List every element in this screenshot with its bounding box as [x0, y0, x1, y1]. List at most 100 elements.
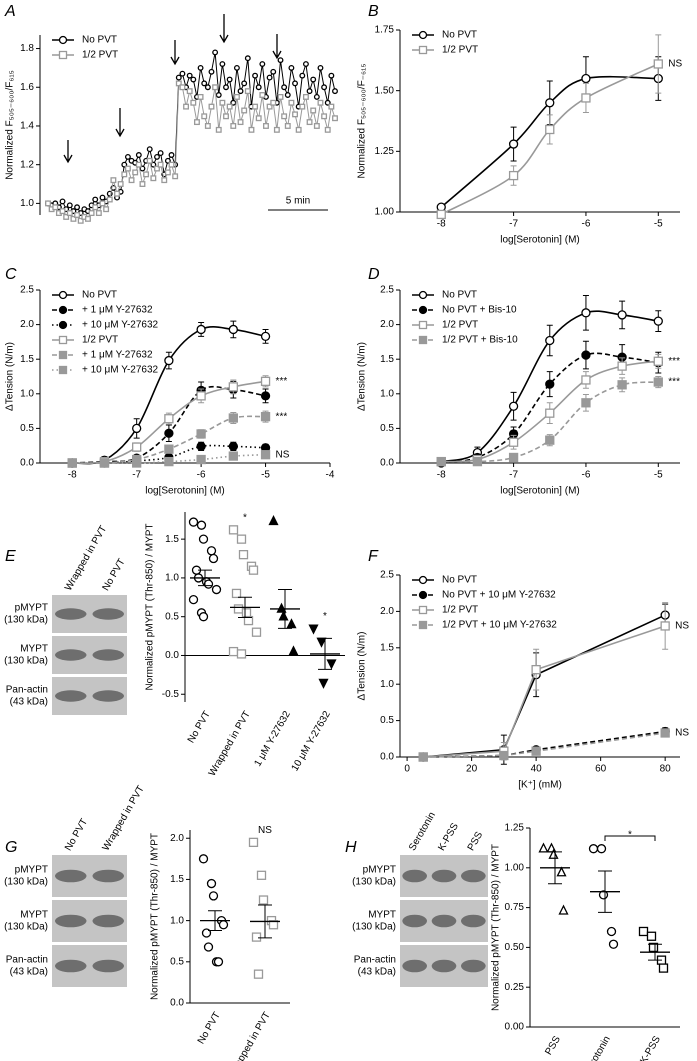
data-point	[288, 64, 295, 71]
data-point	[231, 588, 242, 599]
legend-label: 1/2 PVT	[442, 605, 478, 616]
y-tick-label: 1.25	[375, 146, 395, 157]
data-point	[281, 113, 288, 120]
data-point	[259, 61, 266, 67]
data-point	[288, 99, 295, 106]
annotation: *	[323, 611, 327, 622]
data-point	[164, 355, 174, 366]
data-point	[99, 458, 110, 468]
annotation: ***	[668, 356, 680, 367]
data-point	[226, 76, 233, 83]
x-tick-label: -6	[581, 219, 590, 230]
data-point	[197, 93, 204, 100]
data-point	[653, 59, 663, 69]
data-point	[99, 200, 106, 207]
legend-marker	[418, 45, 428, 55]
data-point	[244, 55, 251, 62]
y-tick-label: 1.0	[20, 388, 34, 399]
x-tick-label: 0	[404, 764, 410, 775]
data-point	[218, 920, 229, 930]
data-point	[143, 171, 150, 178]
data-point	[302, 61, 309, 67]
y-axis-label: Normalized pMYPT (Thr-850) / MYPT	[150, 833, 161, 1000]
data-point	[436, 209, 446, 220]
data-point	[263, 123, 269, 129]
x-tick-label: -6	[197, 470, 206, 481]
band-size: (43 kDa)	[358, 967, 396, 978]
x-tick-label: 60	[595, 764, 607, 775]
data-point	[164, 428, 174, 438]
series-line	[423, 614, 666, 758]
data-point	[324, 126, 331, 133]
data-point	[284, 92, 291, 98]
x-tick-label: -5	[261, 470, 270, 481]
blot-band	[92, 959, 124, 973]
data-point	[251, 627, 262, 637]
x-tick-label: -6	[581, 470, 590, 481]
annotation: NS	[258, 825, 272, 836]
data-point	[206, 546, 217, 556]
legend-label: 1/2 PVT	[442, 320, 478, 331]
sem-bar	[208, 910, 222, 932]
data-point	[545, 124, 555, 135]
stimulus-arrow	[170, 40, 180, 66]
data-point	[646, 931, 657, 941]
bracket	[604, 835, 656, 841]
data-point	[228, 324, 238, 335]
data-point	[260, 450, 271, 460]
legend-label: 1/2 PVT	[82, 335, 118, 346]
data-point	[77, 217, 84, 224]
legend-label: + 10 μM Y-27632	[82, 320, 159, 331]
data-point	[85, 215, 91, 222]
sem-bar	[238, 596, 252, 618]
data-point	[545, 435, 555, 445]
legend-label: 1/2 PVT	[442, 45, 478, 56]
y-tick-label: 1.25	[505, 823, 525, 834]
y-tick-label: 2.0	[170, 833, 184, 844]
y-tick-label: 1.5	[165, 534, 179, 545]
data-point	[292, 80, 298, 87]
data-point	[596, 844, 607, 854]
y-tick-label: 0.5	[20, 423, 34, 434]
band-protein: Pan-actin	[6, 685, 48, 696]
data-point	[252, 103, 259, 110]
data-point	[292, 111, 298, 118]
x-tick-label: -7	[509, 219, 518, 230]
data-point	[45, 200, 51, 207]
data-point	[313, 93, 320, 100]
blot-band	[402, 869, 427, 883]
data-point	[196, 391, 206, 401]
data-point	[188, 517, 199, 527]
legend-label: 1/2 PVT + 10 μM Y-27632	[442, 620, 557, 631]
data-point	[556, 866, 567, 877]
legend-label: No PVT	[82, 35, 117, 46]
data-point	[183, 103, 190, 110]
lane-label: Wrapped in PVT	[101, 784, 147, 853]
data-point	[67, 458, 77, 468]
data-point	[581, 375, 591, 385]
x-tick-label: Wrapped in PVT	[227, 1010, 273, 1061]
x-tick-label: Wrapped in PVT	[207, 709, 253, 778]
legend-label: No PVT + Bis-10	[442, 305, 517, 316]
blot-band	[461, 959, 486, 973]
band-protein: MYPT	[20, 910, 48, 921]
sem-bar	[318, 637, 332, 670]
y-tick-label: 0.0	[380, 458, 394, 469]
series-line	[423, 625, 666, 758]
band-protein: pMYPT	[15, 865, 48, 876]
annotation: NS	[675, 621, 689, 632]
stimulus-arrow	[219, 14, 229, 44]
x-axis-label: log[Serotonin] (M)	[145, 486, 224, 497]
data-point	[241, 107, 248, 114]
y-tick-label: 1.0	[170, 915, 184, 926]
data-point	[212, 49, 219, 56]
data-point	[617, 361, 627, 371]
data-point	[103, 206, 110, 213]
legend-label: No PVT	[442, 30, 477, 41]
x-tick-label: -7	[509, 470, 518, 481]
data-point	[128, 177, 135, 184]
legend-marker	[418, 575, 428, 585]
data-point	[653, 316, 663, 326]
x-tick-label: -5	[654, 219, 663, 230]
legend-marker	[418, 620, 428, 630]
